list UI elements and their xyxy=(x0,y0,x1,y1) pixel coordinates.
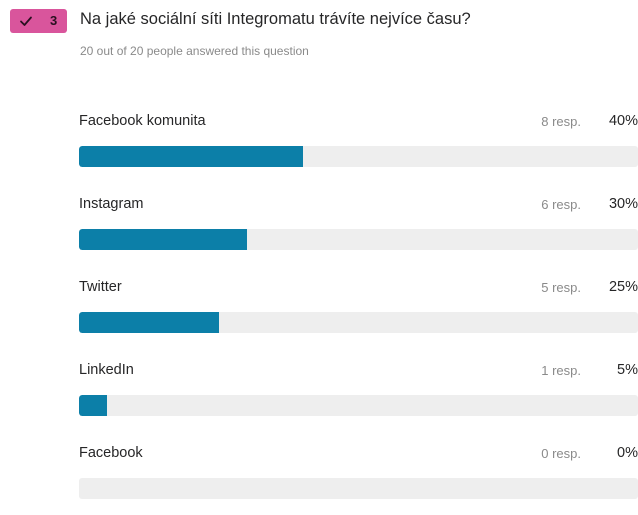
option-bar-track xyxy=(79,229,638,250)
answer-option: Instagram 6 resp. 30% xyxy=(79,196,638,266)
option-response-count: 6 resp. xyxy=(541,197,581,212)
option-label: Instagram xyxy=(79,196,144,212)
option-bar-track xyxy=(79,146,638,167)
option-bar-fill xyxy=(79,395,107,416)
option-label: Twitter xyxy=(79,279,122,295)
answer-option: Facebook komunita 8 resp. 40% xyxy=(79,113,638,183)
answer-option: LinkedIn 1 resp. 5% xyxy=(79,362,638,432)
answer-option: Facebook 0 resp. 0% xyxy=(79,445,638,515)
question-number: 3 xyxy=(50,13,58,28)
answer-option: Twitter 5 resp. 25% xyxy=(79,279,638,349)
option-bar-track xyxy=(79,478,638,499)
option-response-count: 8 resp. xyxy=(541,114,581,129)
option-bar-fill xyxy=(79,312,219,333)
question-title: Na jaké sociální síti Integromatu trávít… xyxy=(80,10,471,28)
option-label: Facebook xyxy=(79,445,143,461)
option-bar-track xyxy=(79,395,638,416)
question-number-badge: 3 xyxy=(10,9,67,33)
option-response-count: 1 resp. xyxy=(541,363,581,378)
option-label: Facebook komunita xyxy=(79,113,206,129)
answered-count: 20 out of 20 people answered this questi… xyxy=(80,44,309,58)
option-percent: 0% xyxy=(617,445,638,461)
option-bar-fill xyxy=(79,146,303,167)
option-bar-fill xyxy=(79,229,247,250)
option-response-count: 5 resp. xyxy=(541,280,581,295)
check-icon xyxy=(20,16,32,26)
option-bar-track xyxy=(79,312,638,333)
option-percent: 30% xyxy=(608,196,638,212)
option-response-count: 0 resp. xyxy=(541,446,581,461)
option-percent: 5% xyxy=(617,362,638,378)
option-label: LinkedIn xyxy=(79,362,134,378)
option-percent: 40% xyxy=(608,113,638,129)
option-percent: 25% xyxy=(608,279,638,295)
